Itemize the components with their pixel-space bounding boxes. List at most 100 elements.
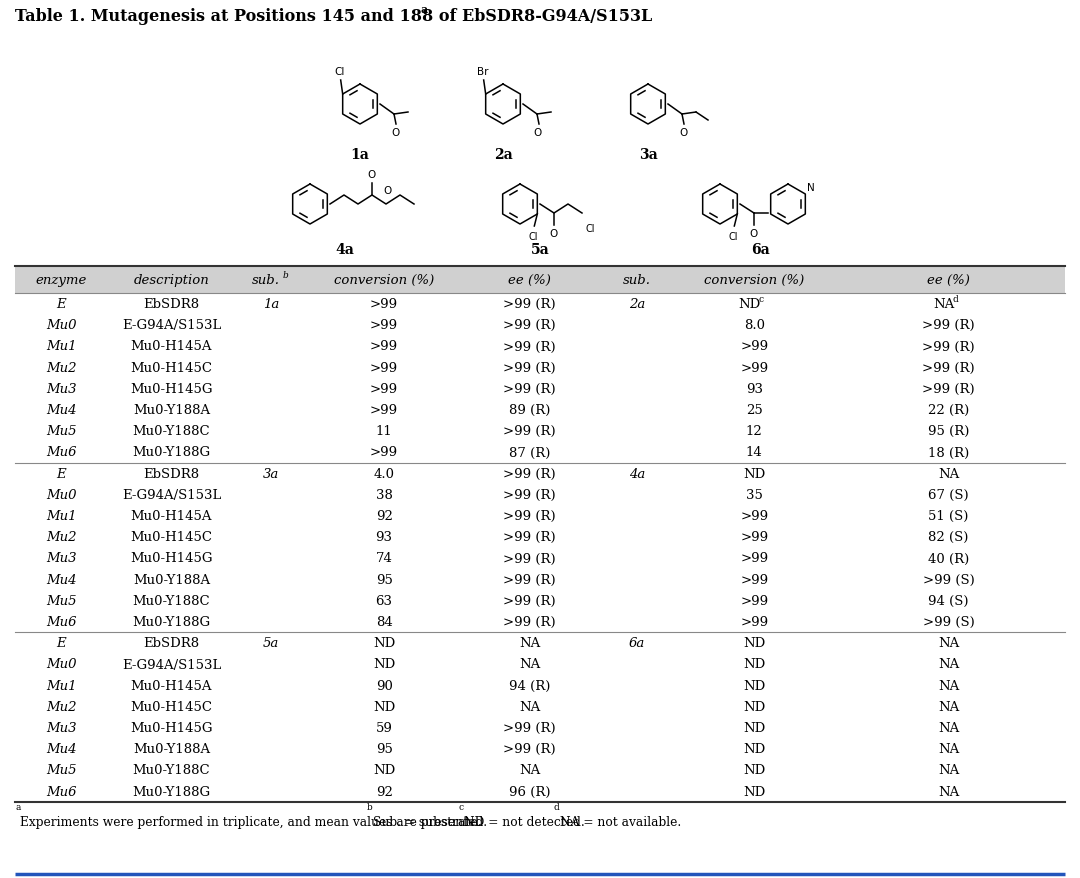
Text: N: N bbox=[808, 183, 815, 193]
Text: Br: Br bbox=[477, 67, 488, 77]
Text: Mu0-H145G: Mu0-H145G bbox=[131, 552, 213, 565]
Text: NA: NA bbox=[937, 637, 959, 650]
Text: Mu5: Mu5 bbox=[46, 764, 77, 777]
Text: 92: 92 bbox=[376, 785, 392, 798]
Text: E: E bbox=[56, 467, 66, 480]
Text: 6a: 6a bbox=[629, 637, 645, 650]
Text: ND: ND bbox=[743, 679, 766, 692]
Text: 22 (R): 22 (R) bbox=[928, 404, 969, 417]
Text: Mu0: Mu0 bbox=[46, 488, 77, 501]
Text: 89 (R): 89 (R) bbox=[509, 404, 550, 417]
Text: >99 (R): >99 (R) bbox=[503, 298, 556, 311]
Text: 84: 84 bbox=[376, 615, 392, 629]
Text: 40 (R): 40 (R) bbox=[928, 552, 969, 565]
Text: 96 (R): 96 (R) bbox=[509, 785, 550, 798]
Text: 67 (S): 67 (S) bbox=[928, 488, 969, 501]
Text: Mu1: Mu1 bbox=[46, 679, 77, 692]
Text: Mu0-H145A: Mu0-H145A bbox=[131, 340, 212, 353]
Text: Cl: Cl bbox=[729, 232, 738, 241]
Text: >99: >99 bbox=[370, 383, 399, 395]
Text: Mu0-H145A: Mu0-H145A bbox=[131, 509, 212, 522]
Text: 95: 95 bbox=[376, 743, 392, 755]
Text: d: d bbox=[953, 295, 958, 304]
Text: NA = not available.: NA = not available. bbox=[559, 815, 680, 828]
Text: >99 (R): >99 (R) bbox=[503, 530, 556, 543]
Text: sub.: sub. bbox=[623, 274, 651, 287]
Text: ND: ND bbox=[743, 743, 766, 755]
Text: NA: NA bbox=[937, 743, 959, 755]
Text: >99: >99 bbox=[370, 361, 399, 374]
Text: ee (%): ee (%) bbox=[508, 274, 551, 287]
Text: O: O bbox=[750, 229, 758, 239]
Text: EbSDR8: EbSDR8 bbox=[144, 298, 200, 311]
Text: ND: ND bbox=[373, 700, 395, 713]
Text: 74: 74 bbox=[376, 552, 392, 565]
Text: >99 (S): >99 (S) bbox=[922, 573, 974, 586]
Text: NA: NA bbox=[933, 298, 954, 311]
Text: >99: >99 bbox=[370, 340, 399, 353]
Text: Mu2: Mu2 bbox=[46, 530, 77, 543]
Text: Mu4: Mu4 bbox=[46, 573, 77, 586]
Text: NA: NA bbox=[937, 764, 959, 777]
Text: 63: 63 bbox=[376, 594, 392, 608]
Text: ND: ND bbox=[738, 298, 760, 311]
Text: 11: 11 bbox=[376, 425, 392, 438]
Text: Mu3: Mu3 bbox=[46, 383, 77, 395]
Text: NA: NA bbox=[937, 679, 959, 692]
Text: ND: ND bbox=[373, 658, 395, 671]
Text: Table 1. Mutagenesis at Positions 145 and 188 of EbSDR8-G94A/S153L: Table 1. Mutagenesis at Positions 145 an… bbox=[15, 8, 652, 25]
Text: ND: ND bbox=[373, 637, 395, 650]
Text: 3a: 3a bbox=[264, 467, 280, 480]
Text: Mu5: Mu5 bbox=[46, 594, 77, 608]
Text: E: E bbox=[56, 298, 66, 311]
Text: Cl: Cl bbox=[335, 67, 345, 77]
Text: 2a: 2a bbox=[629, 298, 645, 311]
Text: >99: >99 bbox=[740, 594, 768, 608]
Text: 92: 92 bbox=[376, 509, 392, 522]
Text: conversion (%): conversion (%) bbox=[704, 274, 805, 287]
Text: Mu0: Mu0 bbox=[46, 658, 77, 671]
Text: O: O bbox=[534, 128, 542, 138]
Text: 95: 95 bbox=[376, 573, 392, 586]
Text: Mu0-H145C: Mu0-H145C bbox=[131, 361, 213, 374]
Text: ee (%): ee (%) bbox=[927, 274, 970, 287]
Text: >99: >99 bbox=[370, 404, 399, 417]
Text: a: a bbox=[421, 4, 428, 15]
Text: Mu2: Mu2 bbox=[46, 700, 77, 713]
Text: >99 (R): >99 (R) bbox=[922, 361, 975, 374]
Text: ND: ND bbox=[743, 700, 766, 713]
Text: >99 (R): >99 (R) bbox=[503, 488, 556, 501]
Text: >99 (R): >99 (R) bbox=[503, 615, 556, 629]
Text: Mu0-H145G: Mu0-H145G bbox=[131, 383, 213, 395]
Text: O: O bbox=[368, 169, 376, 180]
Text: a: a bbox=[15, 802, 21, 811]
Text: Mu0-Y188A: Mu0-Y188A bbox=[133, 743, 210, 755]
Text: 95 (R): 95 (R) bbox=[928, 425, 969, 438]
Text: >99: >99 bbox=[740, 340, 768, 353]
Text: 38: 38 bbox=[376, 488, 392, 501]
Text: ND: ND bbox=[743, 722, 766, 734]
Text: Mu0-Y188C: Mu0-Y188C bbox=[133, 594, 211, 608]
Text: 25: 25 bbox=[746, 404, 762, 417]
Text: 94 (S): 94 (S) bbox=[928, 594, 969, 608]
Text: 93: 93 bbox=[745, 383, 762, 395]
Text: Mu4: Mu4 bbox=[46, 404, 77, 417]
Text: 93: 93 bbox=[376, 530, 392, 543]
Text: Mu0-H145A: Mu0-H145A bbox=[131, 679, 212, 692]
Text: Mu6: Mu6 bbox=[46, 785, 77, 798]
Text: 2a: 2a bbox=[494, 148, 512, 162]
Text: >99 (R): >99 (R) bbox=[503, 552, 556, 565]
Text: Mu0-Y188C: Mu0-Y188C bbox=[133, 425, 211, 438]
Text: enzyme: enzyme bbox=[36, 274, 86, 287]
Text: ND = not detected.: ND = not detected. bbox=[463, 815, 589, 828]
Text: Mu0-H145C: Mu0-H145C bbox=[131, 530, 213, 543]
Text: >99: >99 bbox=[740, 615, 768, 629]
Text: Mu0-Y188G: Mu0-Y188G bbox=[133, 785, 211, 798]
Text: >99: >99 bbox=[370, 319, 399, 332]
Text: b: b bbox=[367, 802, 373, 811]
Text: 82 (S): 82 (S) bbox=[929, 530, 969, 543]
Text: b: b bbox=[282, 270, 288, 280]
Text: NA: NA bbox=[518, 658, 540, 671]
Text: >99: >99 bbox=[370, 298, 399, 311]
Text: >99 (R): >99 (R) bbox=[503, 722, 556, 734]
